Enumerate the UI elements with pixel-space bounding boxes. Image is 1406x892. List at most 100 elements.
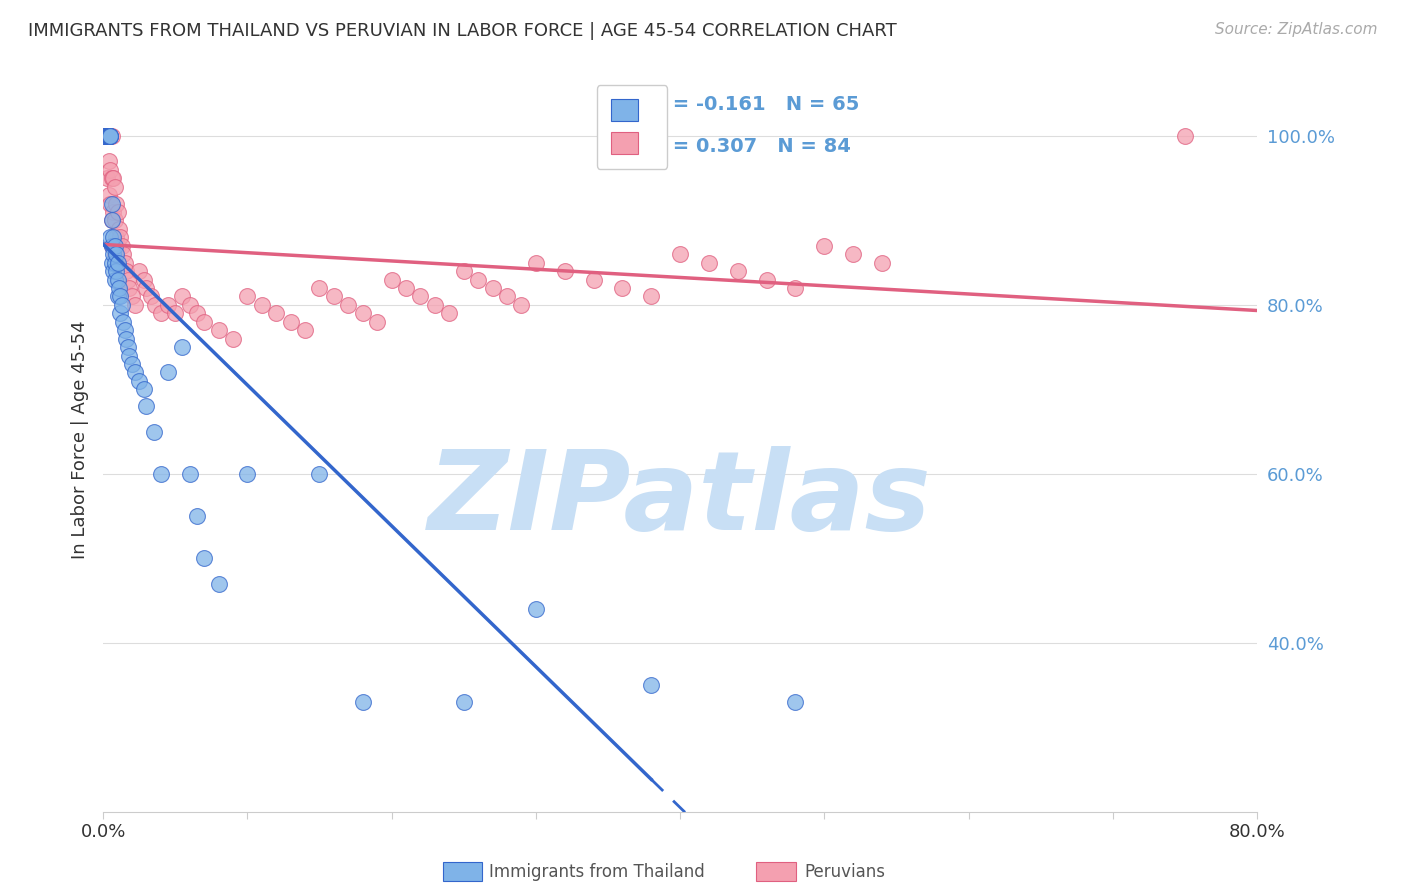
Immigrants from Thailand bbox=[96, 129, 118, 144]
Peruvians bbox=[101, 239, 124, 253]
Immigrants from Thailand bbox=[101, 213, 124, 227]
Immigrants from Thailand bbox=[94, 129, 117, 144]
Immigrants from Thailand bbox=[103, 230, 125, 244]
Immigrants from Thailand bbox=[93, 129, 115, 144]
Immigrants from Thailand bbox=[117, 340, 139, 354]
Peruvians bbox=[117, 272, 139, 286]
Immigrants from Thailand bbox=[98, 230, 121, 244]
Peruvians bbox=[97, 188, 120, 202]
Peruvians bbox=[114, 256, 136, 270]
Peruvians bbox=[640, 289, 662, 303]
Text: R = 0.307   N = 84: R = 0.307 N = 84 bbox=[651, 137, 851, 156]
Peruvians bbox=[135, 281, 157, 295]
Peruvians bbox=[93, 129, 115, 144]
Peruvians bbox=[467, 272, 489, 286]
Immigrants from Thailand bbox=[96, 129, 118, 144]
Immigrants from Thailand bbox=[172, 340, 194, 354]
Peruvians bbox=[107, 205, 129, 219]
Immigrants from Thailand bbox=[193, 551, 215, 566]
Immigrants from Thailand bbox=[124, 366, 146, 380]
Immigrants from Thailand bbox=[785, 695, 807, 709]
Immigrants from Thailand bbox=[352, 695, 374, 709]
Immigrants from Thailand bbox=[97, 129, 120, 144]
Immigrants from Thailand bbox=[114, 323, 136, 337]
Peruvians bbox=[727, 264, 749, 278]
Peruvians bbox=[103, 205, 125, 219]
Immigrants from Thailand bbox=[112, 315, 135, 329]
Peruvians bbox=[103, 239, 125, 253]
Peruvians bbox=[111, 239, 134, 253]
Peruvians bbox=[96, 129, 118, 144]
Peruvians bbox=[96, 129, 118, 144]
Peruvians bbox=[172, 289, 194, 303]
Peruvians bbox=[222, 332, 245, 346]
Peruvians bbox=[264, 306, 287, 320]
Peruvians bbox=[294, 323, 316, 337]
Peruvians bbox=[108, 222, 131, 236]
Peruvians bbox=[94, 129, 117, 144]
Immigrants from Thailand bbox=[107, 289, 129, 303]
Immigrants from Thailand bbox=[103, 264, 125, 278]
Peruvians bbox=[785, 281, 807, 295]
Immigrants from Thailand bbox=[640, 678, 662, 692]
Text: IMMIGRANTS FROM THAILAND VS PERUVIAN IN LABOR FORCE | AGE 45-54 CORRELATION CHAR: IMMIGRANTS FROM THAILAND VS PERUVIAN IN … bbox=[28, 22, 897, 40]
Peruvians bbox=[236, 289, 259, 303]
Peruvians bbox=[104, 213, 127, 227]
Peruvians bbox=[97, 129, 120, 144]
Peruvians bbox=[755, 272, 778, 286]
Immigrants from Thailand bbox=[96, 129, 118, 144]
Immigrants from Thailand bbox=[97, 129, 120, 144]
Peruvians bbox=[186, 306, 208, 320]
Peruvians bbox=[193, 315, 215, 329]
Peruvians bbox=[423, 298, 446, 312]
Peruvians bbox=[510, 298, 533, 312]
Peruvians bbox=[103, 171, 125, 186]
Peruvians bbox=[139, 289, 162, 303]
Peruvians bbox=[1174, 129, 1197, 144]
Peruvians bbox=[98, 129, 121, 144]
Immigrants from Thailand bbox=[96, 129, 118, 144]
Immigrants from Thailand bbox=[104, 256, 127, 270]
Peruvians bbox=[143, 298, 166, 312]
Peruvians bbox=[842, 247, 865, 261]
Peruvians bbox=[870, 256, 893, 270]
Peruvians bbox=[481, 281, 503, 295]
Immigrants from Thailand bbox=[94, 129, 117, 144]
Peruvians bbox=[165, 306, 187, 320]
Peruvians bbox=[105, 196, 128, 211]
Peruvians bbox=[128, 264, 150, 278]
Y-axis label: In Labor Force | Age 45-54: In Labor Force | Age 45-54 bbox=[72, 321, 89, 559]
Immigrants from Thailand bbox=[98, 129, 121, 144]
Immigrants from Thailand bbox=[186, 508, 208, 523]
Peruvians bbox=[98, 196, 121, 211]
Peruvians bbox=[97, 154, 120, 169]
Immigrants from Thailand bbox=[96, 129, 118, 144]
Text: Source: ZipAtlas.com: Source: ZipAtlas.com bbox=[1215, 22, 1378, 37]
Peruvians bbox=[395, 281, 418, 295]
Immigrants from Thailand bbox=[157, 366, 180, 380]
Peruvians bbox=[101, 213, 124, 227]
Immigrants from Thailand bbox=[128, 374, 150, 388]
Text: ZIPatlas: ZIPatlas bbox=[429, 446, 932, 553]
Peruvians bbox=[554, 264, 576, 278]
Immigrants from Thailand bbox=[94, 129, 117, 144]
Text: Peruvians: Peruvians bbox=[804, 863, 886, 881]
Peruvians bbox=[381, 272, 404, 286]
Immigrants from Thailand bbox=[115, 332, 138, 346]
Immigrants from Thailand bbox=[179, 467, 201, 481]
Immigrants from Thailand bbox=[101, 239, 124, 253]
Peruvians bbox=[101, 171, 124, 186]
Immigrants from Thailand bbox=[111, 298, 134, 312]
Immigrants from Thailand bbox=[98, 129, 121, 144]
Peruvians bbox=[322, 289, 344, 303]
Peruvians bbox=[813, 239, 835, 253]
Peruvians bbox=[697, 256, 720, 270]
Immigrants from Thailand bbox=[98, 129, 121, 144]
Text: Immigrants from Thailand: Immigrants from Thailand bbox=[489, 863, 704, 881]
Peruvians bbox=[582, 272, 605, 286]
Peruvians bbox=[308, 281, 330, 295]
Immigrants from Thailand bbox=[98, 129, 121, 144]
Immigrants from Thailand bbox=[453, 695, 475, 709]
Immigrants from Thailand bbox=[142, 425, 165, 439]
Legend: , : , bbox=[596, 85, 668, 169]
